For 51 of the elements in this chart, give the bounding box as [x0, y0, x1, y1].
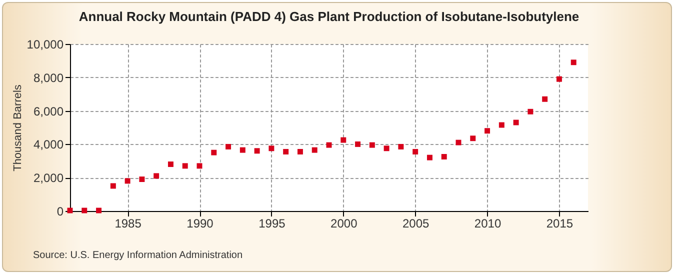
point — [384, 146, 390, 152]
point — [182, 163, 188, 169]
point — [110, 183, 116, 189]
chart-title: Annual Rocky Mountain (PADD 4) Gas Plant Production of Isobutane-Isobutylene — [78, 9, 580, 24]
point — [283, 148, 289, 154]
point — [96, 208, 102, 214]
point — [168, 162, 174, 167]
point — [398, 144, 404, 150]
point — [513, 120, 519, 126]
point — [470, 136, 476, 142]
point — [254, 148, 260, 154]
point — [412, 148, 418, 154]
y-tick-label: 2,000 — [33, 171, 64, 186]
point — [211, 150, 217, 156]
x-tick-label: 2015 — [546, 216, 574, 230]
point — [240, 147, 246, 153]
point — [441, 154, 447, 160]
point — [226, 144, 232, 150]
point — [297, 148, 303, 154]
x-tick-label: 1990 — [186, 216, 214, 230]
y-axis-title: Thousand Barrels — [12, 84, 24, 172]
point — [570, 60, 576, 66]
x-tick-label: 1985 — [114, 216, 142, 230]
point — [484, 128, 490, 134]
point — [268, 146, 274, 152]
point — [528, 108, 534, 114]
point — [542, 96, 548, 102]
y-tick-label: 0 — [56, 204, 64, 218]
point — [556, 76, 562, 82]
point — [82, 208, 88, 214]
y-tick-label: 8,000 — [33, 70, 64, 85]
y-tick-label: 6,000 — [33, 104, 64, 118]
point — [340, 137, 346, 143]
point — [456, 140, 462, 146]
point — [124, 178, 130, 184]
y-tick-label: 4,000 — [33, 138, 64, 152]
point — [312, 147, 318, 153]
y-tick-label: 10,000 — [26, 38, 64, 52]
point — [498, 122, 504, 128]
point — [154, 173, 160, 179]
point — [426, 154, 432, 160]
point — [355, 141, 361, 147]
x-tick-label: 2010 — [474, 216, 502, 230]
point — [139, 176, 145, 182]
source-note: Source: U.S. Energy Information Administration — [33, 250, 244, 261]
point — [196, 163, 202, 169]
point — [369, 142, 375, 148]
x-tick-label: 2000 — [330, 216, 358, 230]
x-tick-label: 2005 — [402, 216, 430, 230]
x-tick-label: 1995 — [258, 216, 286, 230]
point — [326, 142, 332, 148]
